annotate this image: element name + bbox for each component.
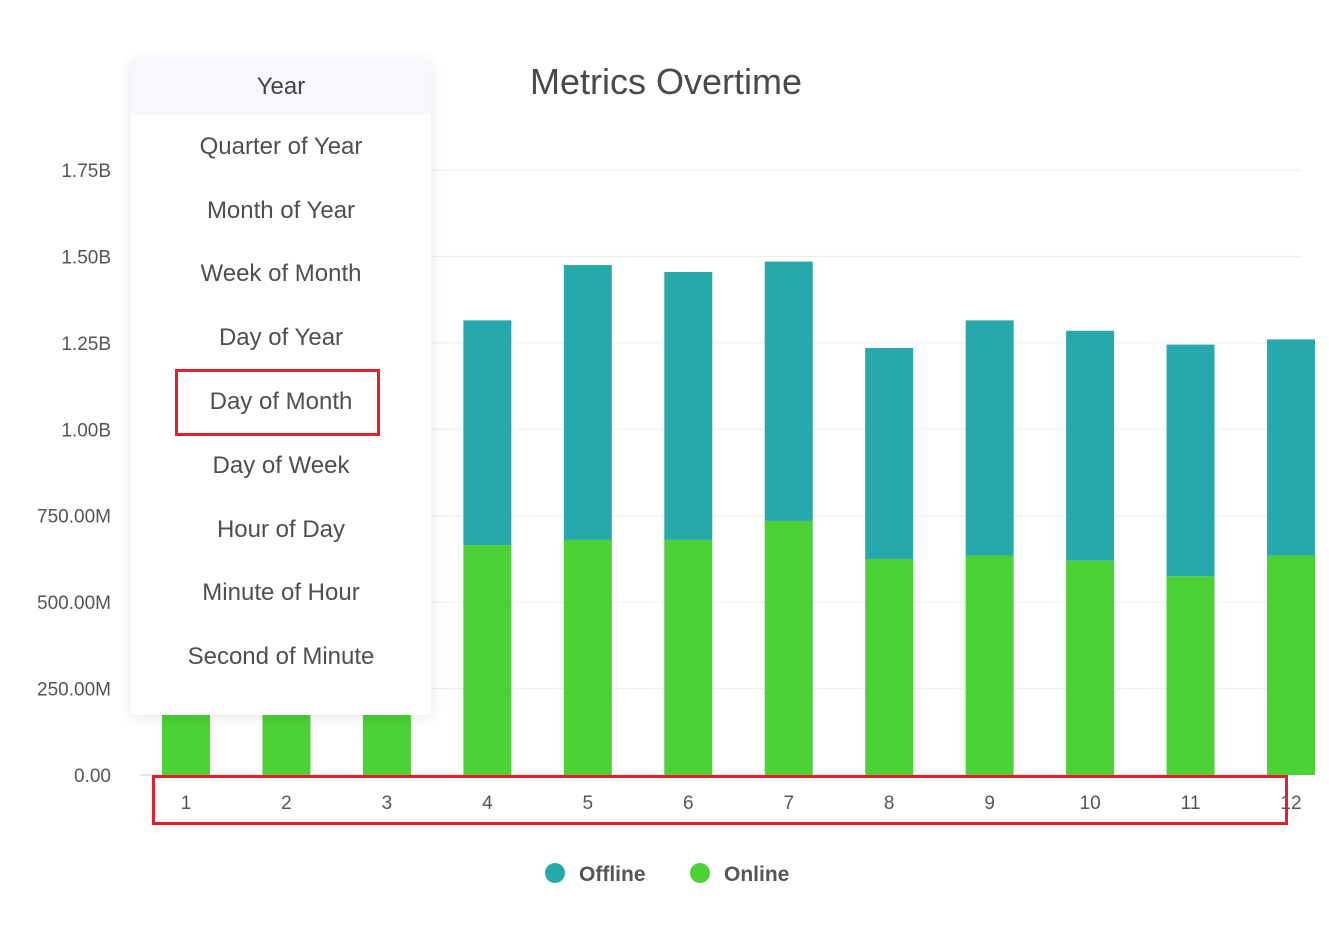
x-tick-label: 2 (281, 793, 292, 814)
y-tick-label: 500.00M (37, 593, 111, 614)
dropdown-item-minute-of-hour[interactable]: Minute of Hour (202, 579, 360, 607)
dropdown-item-hour-of-day[interactable]: Hour of Day (216, 515, 346, 543)
bar-offline-7 (764, 261, 813, 521)
dropdown-item-quarter-of-year[interactable]: Quarter of Year (199, 132, 363, 160)
bar-offline-11 (1166, 344, 1215, 577)
dropdown-item-week-of-month[interactable]: Week of Month (200, 260, 362, 288)
x-tick-label: 1 (181, 793, 192, 814)
dropdown-item-year[interactable]: Year (131, 59, 431, 115)
x-tick-label: 3 (382, 793, 393, 814)
x-tick-label: 10 (1080, 793, 1101, 814)
bar-online-10 (1066, 560, 1115, 775)
dropdown-item-day-of-week[interactable]: Day of Week (212, 451, 350, 479)
x-tick-label: 7 (783, 793, 794, 814)
bar-online-11 (1166, 576, 1215, 775)
x-tick-label: 12 (1280, 793, 1301, 814)
bar-online-12 (1267, 555, 1315, 775)
x-tick-label: 6 (683, 793, 694, 814)
bar-online-8 (865, 558, 914, 775)
bar-online-5 (563, 539, 612, 775)
legend-marker-online (690, 863, 710, 883)
y-tick-label: 250.00M (37, 680, 111, 701)
y-tick-label: 1.50B (61, 247, 111, 268)
bar-offline-5 (563, 265, 612, 540)
bar-online-7 (764, 520, 813, 775)
dropdown-item-month-of-year[interactable]: Month of Year (206, 196, 356, 224)
legend-marker-offline (545, 863, 565, 883)
bar-offline-10 (1066, 330, 1115, 561)
y-tick-label: 1.00B (61, 420, 111, 441)
legend-label-offline: Offline (579, 863, 646, 886)
x-tick-label: 4 (482, 793, 493, 814)
x-tick-label: 11 (1181, 793, 1201, 814)
chart-title: Metrics Overtime (530, 61, 802, 102)
dropdown-item-day-of-year[interactable]: Day of Year (218, 324, 344, 352)
bar-offline-6 (664, 271, 713, 540)
bar-online-9 (965, 555, 1014, 775)
y-tick-label: 1.25B (61, 334, 111, 355)
bar-offline-8 (865, 348, 914, 559)
y-tick-label: 1.75B (61, 161, 111, 182)
bar-offline-4 (463, 320, 512, 546)
legend-label-online: Online (724, 863, 789, 886)
bar-offline-12 (1267, 339, 1315, 556)
y-tick-label: 0.00 (74, 766, 111, 787)
y-tick-label: 750.00M (37, 507, 111, 528)
dropdown-item-second-of-minute[interactable]: Second of Minute (187, 643, 375, 671)
bar-offline-9 (965, 320, 1014, 556)
x-tick-label: 5 (583, 793, 594, 814)
x-tick-label: 9 (984, 793, 995, 814)
dropdown-item-day-of-month[interactable]: Day of Month (209, 388, 353, 416)
bar-online-6 (664, 539, 713, 775)
granularity-dropdown-menu: Year Quarter of Year Month of Year Week … (131, 59, 431, 715)
bar-online-4 (463, 545, 512, 775)
x-tick-label: 8 (884, 793, 895, 814)
